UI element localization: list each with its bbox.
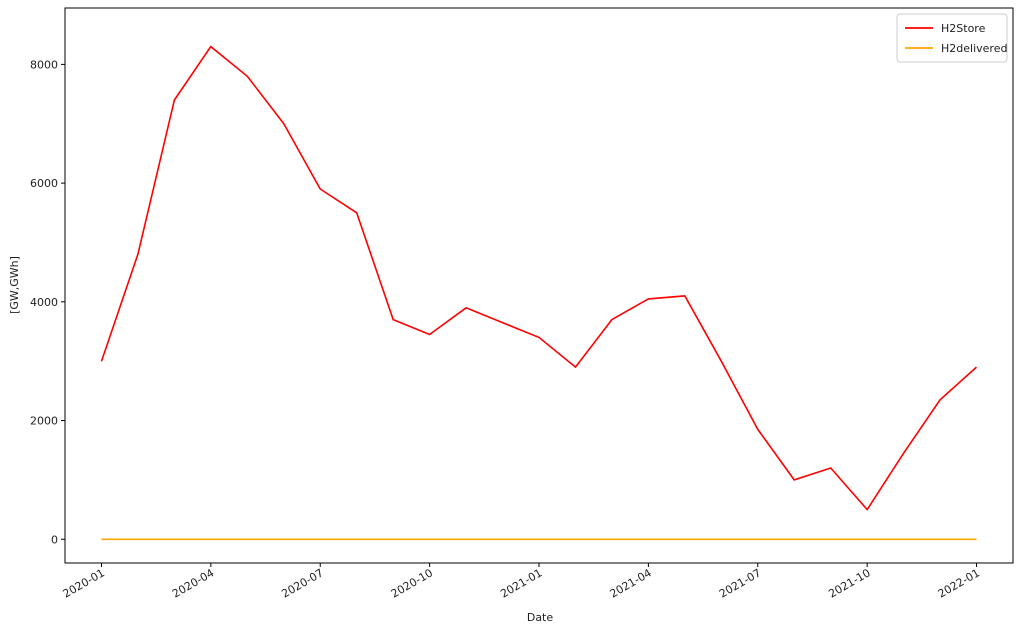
x-axis-label: Date — [527, 611, 554, 624]
y-tick-label: 8000 — [30, 58, 58, 71]
legend-label: H2delivered — [941, 42, 1007, 55]
x-tick-label: 2020-10 — [389, 566, 435, 600]
plot-frame — [64, 7, 1014, 564]
x-tick-label: 2021-01 — [498, 566, 544, 600]
y-axis-label: [GW,GWh] — [8, 256, 21, 314]
x-tick-label: 2021-07 — [717, 566, 763, 600]
x-tick-label: 2020-04 — [170, 566, 216, 600]
x-tick-label: 2020-07 — [279, 566, 325, 600]
x-tick-label: 2021-10 — [826, 566, 872, 600]
y-tick-label: 4000 — [30, 296, 58, 309]
legend-box — [896, 13, 1008, 63]
x-tick-label: 2020-01 — [61, 566, 107, 600]
y-tick-label: 0 — [51, 533, 58, 546]
x-tick-label: 2021-04 — [608, 566, 654, 600]
data-line — [100, 45, 978, 511]
x-tick-label: 2022-01 — [936, 566, 982, 600]
y-tick-label: 2000 — [30, 415, 58, 428]
y-tick-label: 6000 — [30, 177, 58, 190]
legend-label: H2Store — [941, 22, 986, 35]
